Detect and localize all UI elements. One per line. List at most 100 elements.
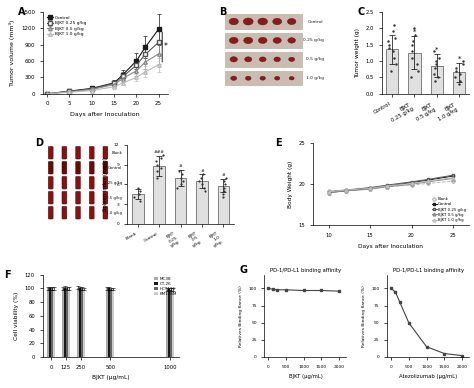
Point xyxy=(432,61,439,68)
Blank xyxy=(384,184,390,189)
Point xyxy=(431,78,439,84)
Text: 0.5 g/kg: 0.5 g/kg xyxy=(306,57,324,61)
Bar xyxy=(47,288,49,357)
BJKT 1.0 g/kg xyxy=(343,188,348,192)
Legend: MC38, CT-26, HCT116, KM12SM: MC38, CT-26, HCT116, KM12SM xyxy=(153,275,178,298)
Line: BJKT 0.25 g/kg: BJKT 0.25 g/kg xyxy=(328,174,454,193)
Y-axis label: Relatives Binding flance (%): Relatives Binding flance (%) xyxy=(239,285,243,347)
Bar xyxy=(62,288,64,357)
Line: BJKT 0.5 g/kg: BJKT 0.5 g/kg xyxy=(328,177,454,194)
Text: *: * xyxy=(164,43,168,52)
Text: G: G xyxy=(240,265,248,275)
Point xyxy=(414,68,422,74)
BJKT 0.25 g/kg xyxy=(425,177,431,182)
X-axis label: Days after Inoculation: Days after Inoculation xyxy=(358,244,423,249)
Ellipse shape xyxy=(258,18,267,25)
Bar xyxy=(225,52,303,68)
Point xyxy=(413,61,421,68)
Ellipse shape xyxy=(229,37,238,43)
X-axis label: BJKT (μg/mL): BJKT (μg/mL) xyxy=(92,375,130,380)
Line: Blank: Blank xyxy=(328,180,454,192)
Bar xyxy=(81,288,82,357)
Legend: Blank, Control, BJKT 0.25 g/kg, BJKT 0.5 g/kg, BJKT 1.0 g/kg: Blank, Control, BJKT 0.25 g/kg, BJKT 0.5… xyxy=(430,196,467,223)
Ellipse shape xyxy=(274,76,280,80)
Bar xyxy=(172,290,173,357)
Point xyxy=(390,55,398,61)
Y-axis label: Relatives Binding flance (%): Relatives Binding flance (%) xyxy=(362,285,366,347)
Text: *: * xyxy=(435,47,438,53)
BJKT 0.5 g/kg xyxy=(425,180,431,184)
Ellipse shape xyxy=(258,37,267,43)
Point xyxy=(411,31,419,38)
Blank xyxy=(367,186,373,191)
BJKT 0.5 g/kg xyxy=(409,182,414,187)
Bar xyxy=(386,49,398,94)
Bar xyxy=(53,288,55,357)
Point xyxy=(453,68,460,74)
Text: 1.0 g/kg: 1.0 g/kg xyxy=(306,76,324,80)
Text: D: D xyxy=(35,138,43,148)
Control xyxy=(384,184,390,188)
Point xyxy=(456,71,464,77)
Point xyxy=(391,35,399,41)
X-axis label: Days after Inoculation: Days after Inoculation xyxy=(70,112,140,117)
Y-axis label: Tumor volume (mm³): Tumor volume (mm³) xyxy=(9,19,16,86)
Control xyxy=(343,189,348,193)
Point xyxy=(389,48,397,54)
X-axis label: BJKT (μg/mL): BJKT (μg/mL) xyxy=(289,374,322,379)
Ellipse shape xyxy=(229,18,238,25)
BJKT 0.5 g/kg xyxy=(343,189,348,193)
Point xyxy=(390,22,398,28)
BJKT 0.5 g/kg xyxy=(384,184,390,189)
Blank xyxy=(450,179,456,184)
Ellipse shape xyxy=(231,76,237,80)
Ellipse shape xyxy=(273,18,282,25)
Bar xyxy=(77,288,79,357)
Point xyxy=(384,38,392,44)
Text: F: F xyxy=(4,270,11,280)
Point xyxy=(387,68,395,74)
Y-axis label: Cell viability (%): Cell viability (%) xyxy=(14,292,19,340)
BJKT 0.5 g/kg xyxy=(450,176,456,181)
Point xyxy=(452,64,459,71)
Bar xyxy=(170,290,172,357)
BJKT 0.25 g/kg xyxy=(326,189,332,194)
Control xyxy=(409,180,414,185)
Bar xyxy=(49,288,51,357)
Blank xyxy=(326,189,332,193)
Bar xyxy=(83,289,85,357)
BJKT 0.25 g/kg xyxy=(343,188,348,192)
Bar xyxy=(166,290,168,357)
Point xyxy=(433,58,440,64)
BJKT 0.25 g/kg xyxy=(384,183,390,187)
Bar xyxy=(51,288,53,357)
Ellipse shape xyxy=(259,57,266,62)
Bar xyxy=(168,289,170,357)
Point xyxy=(434,74,441,81)
Blank xyxy=(425,181,431,186)
Bar xyxy=(110,289,112,357)
Point xyxy=(392,61,400,68)
Ellipse shape xyxy=(243,18,253,25)
Control xyxy=(326,190,332,195)
Point xyxy=(456,78,464,84)
Text: C: C xyxy=(357,7,365,17)
BJKT 1.0 g/kg xyxy=(384,184,390,188)
Ellipse shape xyxy=(289,57,295,61)
Ellipse shape xyxy=(287,19,296,24)
BJKT 0.25 g/kg xyxy=(367,185,373,190)
Ellipse shape xyxy=(288,38,295,43)
Ellipse shape xyxy=(245,57,252,62)
BJKT 0.5 g/kg xyxy=(367,187,373,192)
Ellipse shape xyxy=(260,76,265,80)
Legend: Control, BJKT 0.25 g/kg, BJKT 0.5 g/kg, BJKT 1.0 g/kg: Control, BJKT 0.25 g/kg, BJKT 0.5 g/kg, … xyxy=(45,14,88,38)
Point xyxy=(430,71,438,77)
Control xyxy=(367,186,373,191)
Point xyxy=(385,45,393,51)
Bar xyxy=(453,73,465,94)
Text: E: E xyxy=(275,138,282,148)
Point xyxy=(409,38,417,44)
Text: *: * xyxy=(413,29,416,35)
Point xyxy=(385,42,393,48)
Y-axis label: Body Weight (g): Body Weight (g) xyxy=(288,161,292,208)
